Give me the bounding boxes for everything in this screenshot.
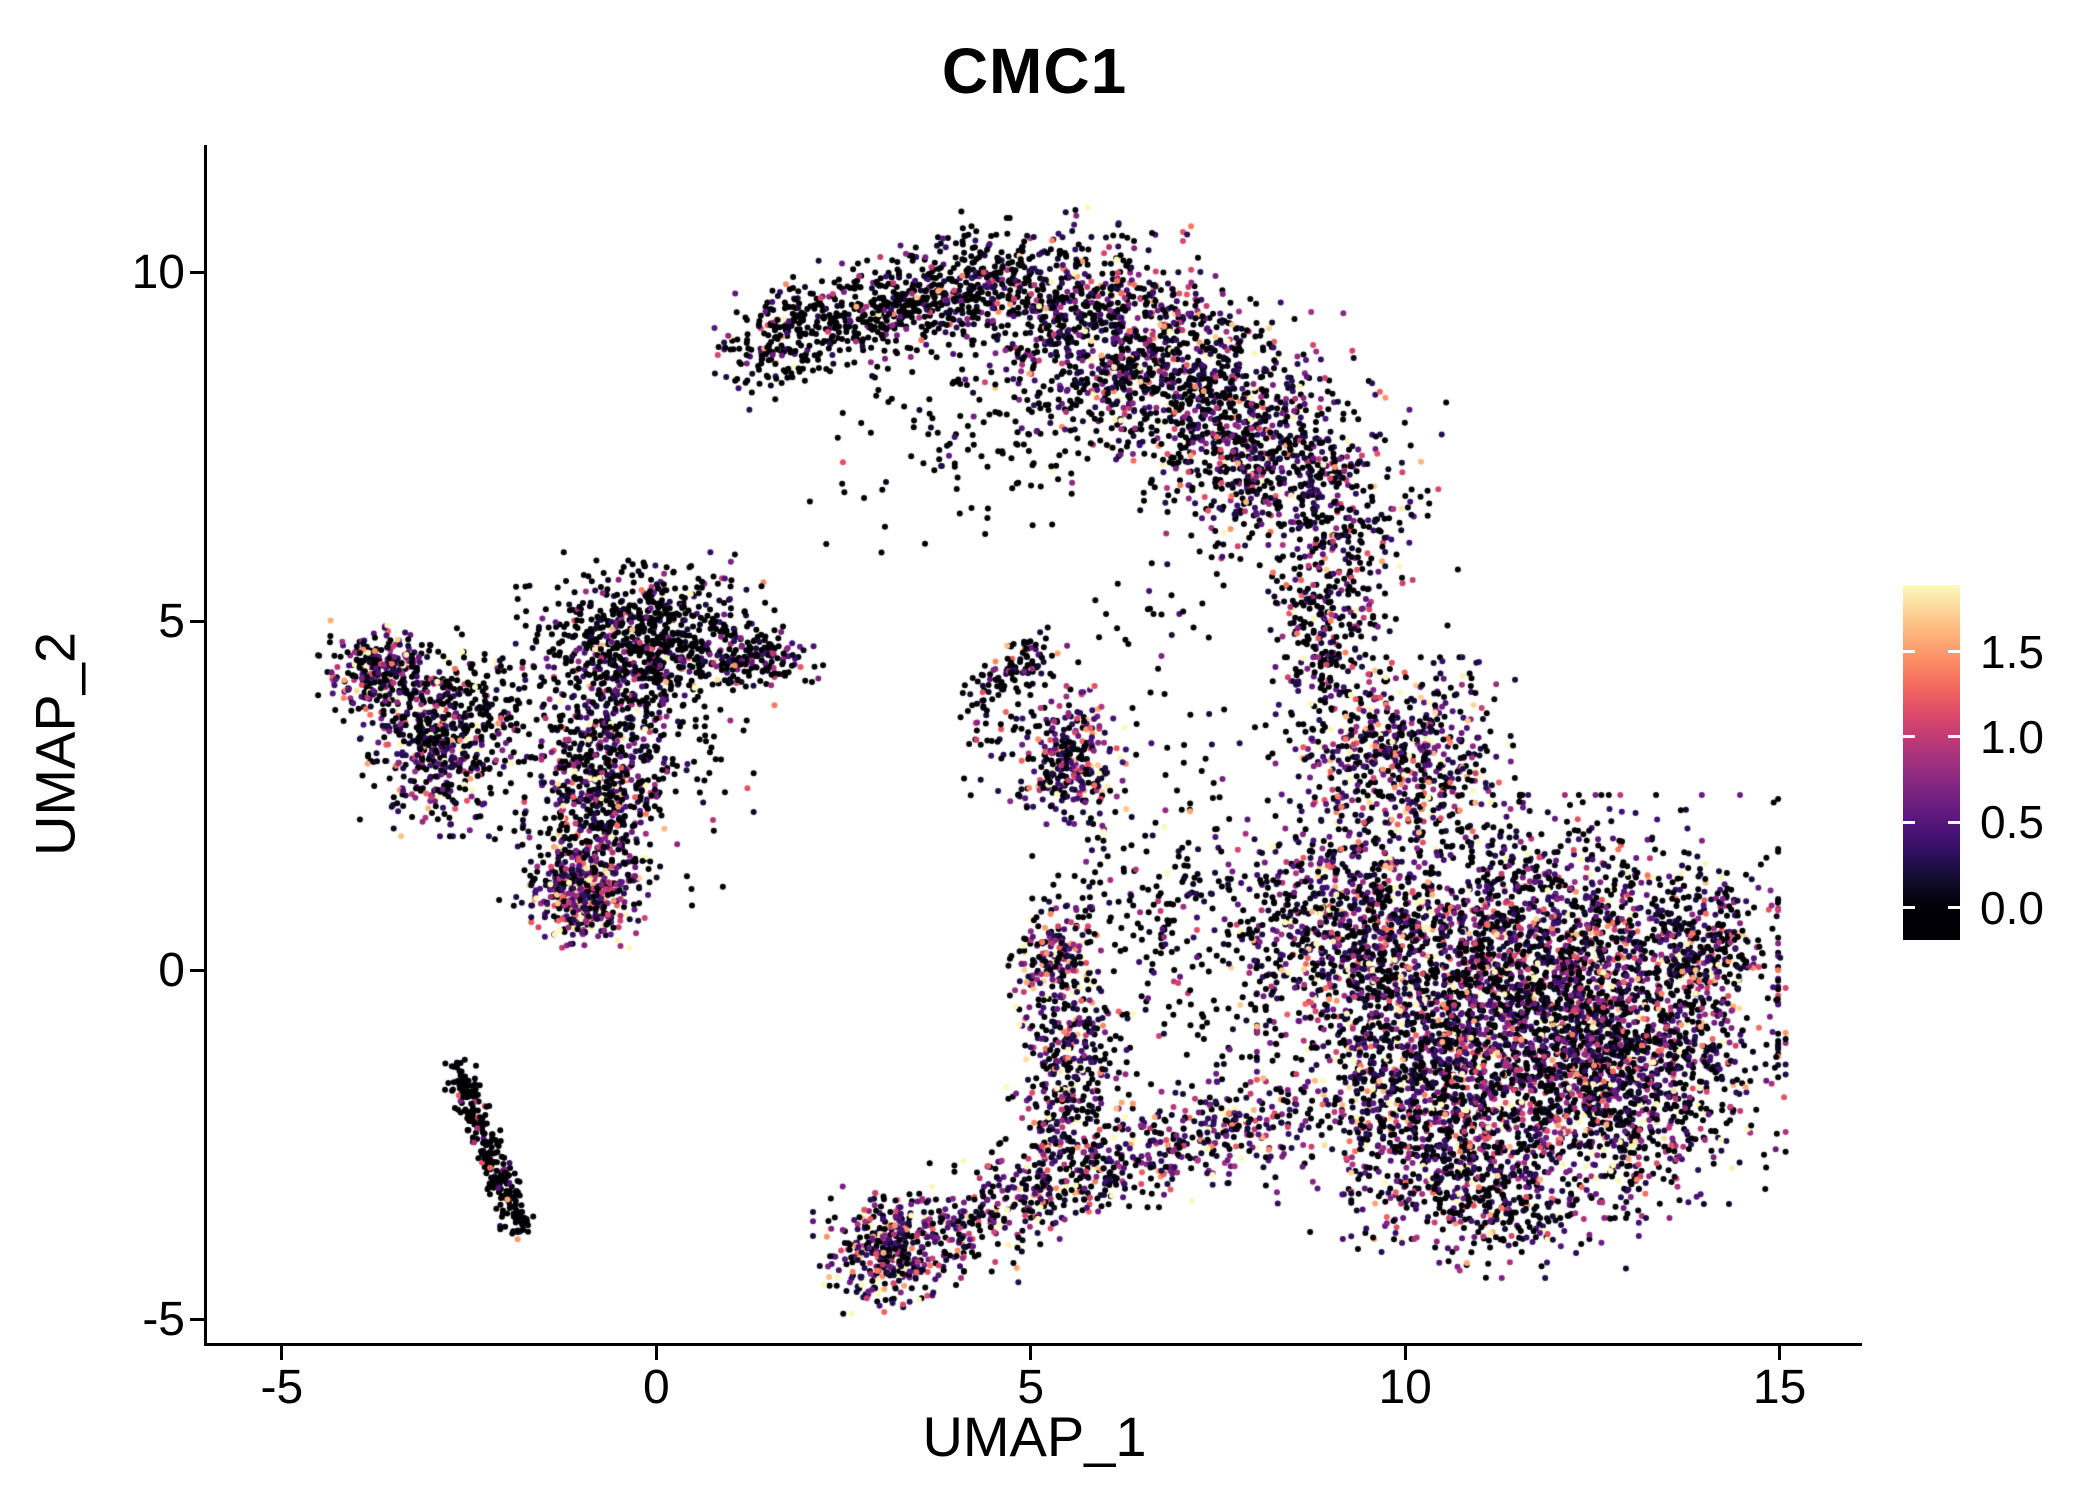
x-tick-mark	[654, 1346, 658, 1360]
colorbar	[1903, 585, 1960, 940]
plot-panel-axes	[204, 145, 1862, 1346]
x-tick-mark	[1029, 1346, 1033, 1360]
colorbar-tick-mark	[1948, 650, 1960, 654]
y-tick-label: 5	[158, 594, 185, 648]
x-tick-label: 15	[1752, 1361, 1807, 1414]
x-tick-mark	[280, 1346, 284, 1360]
y-tick-mark	[190, 1318, 204, 1322]
colorbar-tick-label: 0.5	[1980, 796, 2044, 849]
x-tick-mark	[1778, 1346, 1782, 1360]
colorbar-tick-mark	[1948, 820, 1960, 824]
y-axis-label: UMAP_2	[23, 631, 87, 857]
x-tick-label: 5	[1017, 1361, 1045, 1414]
x-tick-label: 10	[1378, 1361, 1432, 1414]
colorbar-tick-mark	[1903, 820, 1915, 824]
y-tick-mark	[190, 271, 204, 275]
y-tick-label: 0	[158, 943, 185, 997]
colorbar-tick-label: 1.0	[1980, 710, 2044, 763]
y-tick-label: -5	[142, 1292, 185, 1346]
y-tick-mark	[190, 969, 204, 973]
x-tick-mark	[1403, 1346, 1407, 1360]
colorbar-tick-mark	[1903, 650, 1915, 654]
x-tick-label: -5	[260, 1361, 304, 1414]
x-axis-label: UMAP_1	[922, 1405, 1147, 1468]
colorbar-tick-mark	[1948, 735, 1960, 739]
x-tick-label: 0	[642, 1361, 670, 1414]
colorbar-tick-mark	[1903, 735, 1915, 739]
colorbar-tick-label: 1.5	[1980, 625, 2044, 678]
colorbar-tick-label: 0.0	[1980, 881, 2044, 934]
colorbar-tick-mark	[1903, 906, 1915, 910]
y-tick-label: 10	[131, 245, 185, 299]
y-tick-mark	[190, 620, 204, 624]
colorbar-gradient	[1903, 585, 1960, 940]
chart-title: CMC1	[941, 35, 1128, 107]
colorbar-tick-mark	[1948, 906, 1960, 910]
